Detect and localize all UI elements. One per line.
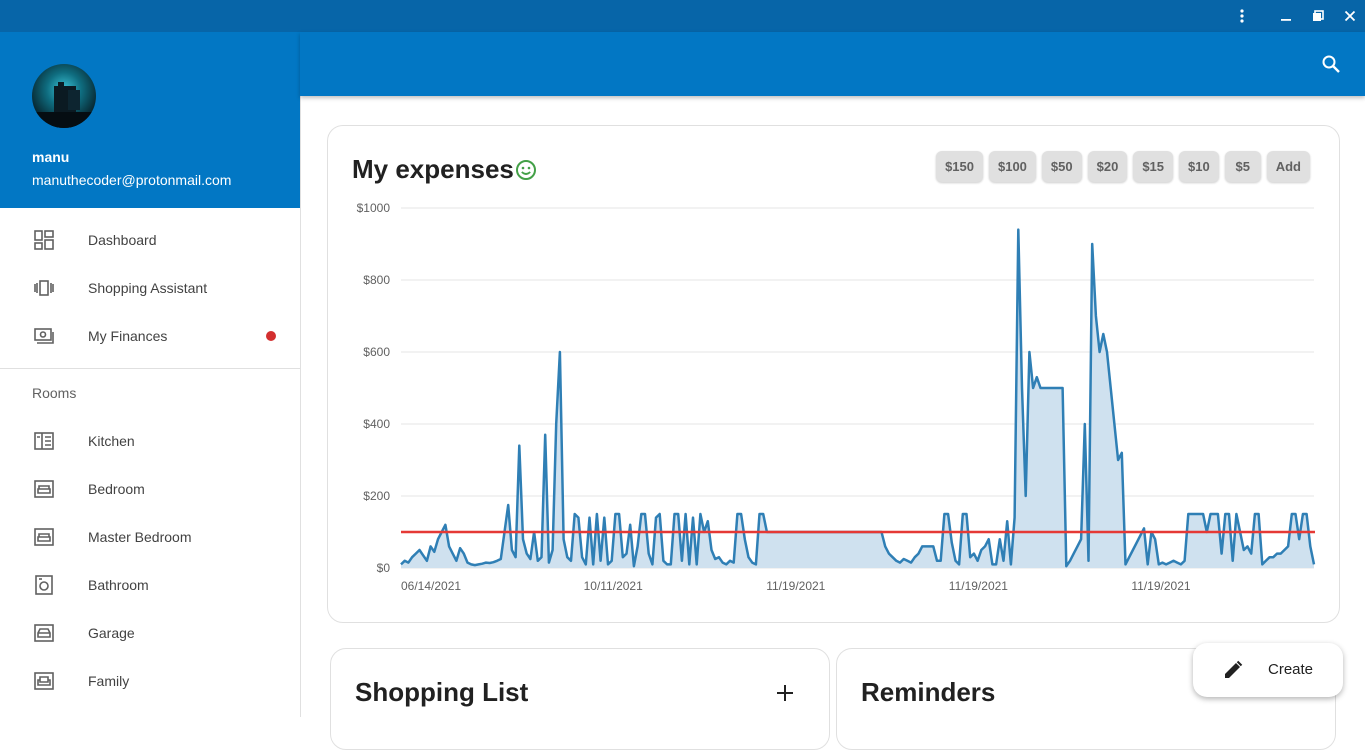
chip-100[interactable]: $100 [988, 151, 1036, 182]
amount-chips: $150 $100 $50 $20 $15 $10 $5 Add [936, 151, 1310, 182]
y-tick-label: $200 [363, 489, 390, 503]
nav-item-label: Bedroom [88, 481, 145, 497]
chip-add[interactable]: Add [1266, 151, 1310, 182]
chip-10[interactable]: $10 [1179, 151, 1219, 182]
nav-item-label: Shopping Assistant [88, 280, 208, 296]
profile-email: manuthecoder@protonmail.com [32, 172, 232, 188]
couch-icon [34, 671, 54, 691]
y-tick-label: $800 [363, 273, 390, 287]
nav-item-shopping-assistant[interactable]: Shopping Assistant [0, 264, 300, 312]
chip-5[interactable]: $5 [1224, 151, 1261, 182]
nav-divider [0, 368, 300, 369]
avatar[interactable] [32, 64, 96, 128]
more-icon[interactable] [1226, 0, 1258, 32]
chip-50[interactable]: $50 [1041, 151, 1082, 182]
pencil-icon [1222, 659, 1244, 681]
carousel-icon [34, 278, 54, 298]
room-item-family[interactable]: Family [0, 657, 300, 705]
close-icon[interactable] [1334, 0, 1365, 32]
expenses-title: My expenses [352, 154, 514, 184]
create-button[interactable]: Create [1193, 643, 1343, 697]
nav-item-label: Family [88, 673, 130, 689]
dashboard-icon [34, 230, 54, 250]
create-label: Create [1268, 661, 1314, 678]
search-icon[interactable] [1319, 52, 1343, 76]
chip-20[interactable]: $20 [1087, 151, 1128, 182]
shopping-list-card: Shopping List [330, 648, 830, 750]
expenses-chart: $0 $200 $400 $600 $800 $1000 06/14/2021 10/11/2… [357, 201, 1316, 593]
window-titlebar [0, 0, 1365, 32]
x-tick-label: 11/19/2021 [766, 579, 825, 593]
nav-item-label: Master Bedroom [88, 529, 192, 545]
y-tick-label: $0 [377, 561, 391, 575]
money-icon [34, 326, 54, 346]
room-item-bathroom[interactable]: Bathroom [0, 561, 300, 609]
room-item-bedroom[interactable]: Bedroom [0, 465, 300, 513]
nav-item-label: Dashboard [88, 232, 157, 248]
x-tick-label: 11/19/2021 [1131, 579, 1190, 593]
profile-header: manu manuthecoder@protonmail.com [0, 32, 300, 208]
profile-name: manu [32, 149, 70, 165]
y-tick-label: $600 [363, 345, 390, 359]
plus-icon[interactable] [775, 683, 795, 703]
reminders-title: Reminders [861, 677, 996, 707]
car-icon [34, 623, 54, 643]
bathroom-icon [34, 575, 54, 595]
nav-item-dashboard[interactable]: Dashboard [0, 216, 300, 264]
chip-150[interactable]: $150 [936, 151, 983, 182]
y-tick-label: $1000 [357, 201, 391, 215]
nav-item-label: Garage [88, 625, 135, 641]
sidebar: manu manuthecoder@protonmail.com Dashboa… [0, 32, 301, 717]
x-tick-label: 10/11/2021 [584, 579, 643, 593]
room-item-kitchen[interactable]: Kitchen [0, 417, 300, 465]
smiley-icon [515, 159, 537, 181]
section-label-rooms: Rooms [32, 385, 77, 401]
chip-15[interactable]: $15 [1133, 151, 1174, 182]
notification-dot [266, 331, 276, 341]
nav-item-label: Bathroom [88, 577, 149, 593]
nav-item-my-finances[interactable]: My Finances [0, 312, 300, 360]
nav-item-label: Kitchen [88, 433, 135, 449]
nav-item-label: My Finances [88, 328, 168, 344]
room-item-garage[interactable]: Garage [0, 609, 300, 657]
bed-icon [34, 479, 54, 499]
app-bar [300, 32, 1365, 96]
minimize-icon[interactable] [1270, 0, 1302, 32]
shopping-list-title: Shopping List [355, 677, 529, 707]
expenses-card: My expenses $150 $100 $50 $20 $15 $10 $5… [327, 125, 1340, 623]
kitchen-icon [34, 431, 54, 451]
x-tick-label: 11/19/2021 [949, 579, 1008, 593]
y-tick-label: $400 [363, 417, 390, 431]
bed-icon [34, 527, 54, 547]
restore-icon[interactable] [1302, 0, 1334, 32]
room-item-master-bedroom[interactable]: Master Bedroom [0, 513, 300, 561]
x-tick-label: 06/14/2021 [401, 579, 461, 593]
